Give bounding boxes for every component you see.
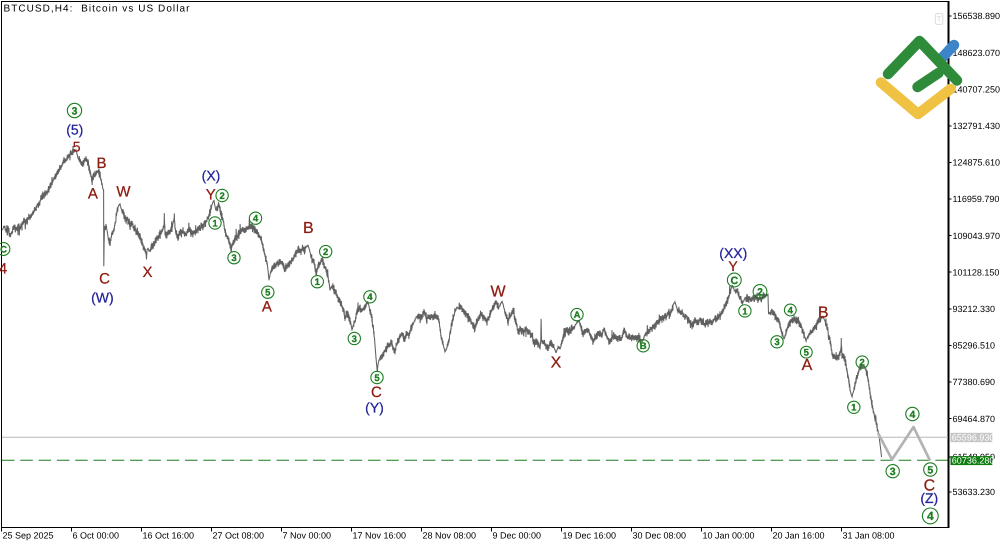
svg-text:6 Oct 00:00: 6 Oct 00:00 <box>73 531 120 541</box>
svg-text:(Z): (Z) <box>920 490 938 506</box>
svg-text:4: 4 <box>253 214 259 225</box>
svg-text:3: 3 <box>231 253 236 264</box>
svg-text:31 Jan 08:00: 31 Jan 08:00 <box>843 531 895 541</box>
svg-text:3: 3 <box>890 466 896 478</box>
svg-text:30 Dec 08:00: 30 Dec 08:00 <box>633 531 687 541</box>
svg-text:77380.690: 77380.690 <box>953 377 996 387</box>
svg-text:B: B <box>96 155 106 172</box>
svg-text:3: 3 <box>774 337 779 348</box>
svg-text:Y: Y <box>728 258 738 274</box>
svg-text:B: B <box>818 304 829 321</box>
svg-text:148623.070: 148623.070 <box>953 48 1000 58</box>
svg-text:27 Oct 08:00: 27 Oct 08:00 <box>213 531 265 541</box>
svg-text:109043.970: 109043.970 <box>953 231 1000 241</box>
svg-text:2: 2 <box>323 247 328 258</box>
svg-text:X: X <box>551 355 562 372</box>
svg-text:T: T <box>937 15 942 24</box>
svg-text:4: 4 <box>0 260 7 277</box>
svg-text:2: 2 <box>860 358 865 369</box>
svg-text:4: 4 <box>909 409 915 421</box>
svg-text:20 Jan 16:00: 20 Jan 16:00 <box>773 531 825 541</box>
svg-text:28 Nov 08:00: 28 Nov 08:00 <box>423 531 477 541</box>
svg-text:5: 5 <box>374 373 380 384</box>
svg-text:53633.230: 53633.230 <box>953 487 996 497</box>
svg-text:1: 1 <box>315 277 321 288</box>
svg-text:4: 4 <box>927 509 934 523</box>
svg-text:3: 3 <box>352 334 357 345</box>
svg-text:16 Oct 16:00: 16 Oct 16:00 <box>143 531 195 541</box>
svg-text:93212.330: 93212.330 <box>953 304 996 314</box>
svg-text:65596.930: 65596.930 <box>952 433 995 443</box>
svg-text:1: 1 <box>742 306 748 317</box>
svg-text:25 Sep 2025: 25 Sep 2025 <box>3 531 54 541</box>
svg-text:10 Jan 00:00: 10 Jan 00:00 <box>703 531 755 541</box>
svg-text:C: C <box>0 244 7 255</box>
svg-text:5: 5 <box>927 464 933 476</box>
svg-text:A: A <box>262 298 272 315</box>
svg-text:C: C <box>371 384 382 401</box>
svg-text:A: A <box>88 185 98 202</box>
svg-text:85296.510: 85296.510 <box>953 341 996 351</box>
svg-text:7 Nov 00:00: 7 Nov 00:00 <box>283 531 332 541</box>
svg-text:Y: Y <box>206 186 216 203</box>
svg-text:5: 5 <box>73 139 81 155</box>
svg-text:A: A <box>802 357 813 374</box>
svg-text:3: 3 <box>72 105 78 117</box>
svg-text:2: 2 <box>219 191 224 202</box>
svg-text:140707.250: 140707.250 <box>953 84 1000 94</box>
svg-text:(Y): (Y) <box>365 399 384 415</box>
svg-text:1: 1 <box>212 218 218 229</box>
svg-text:5: 5 <box>265 288 271 299</box>
svg-text:2: 2 <box>757 286 763 298</box>
svg-text:C: C <box>924 477 936 494</box>
svg-text:4: 4 <box>367 292 373 303</box>
svg-text:19 Dec 16:00: 19 Dec 16:00 <box>563 531 617 541</box>
svg-text:9 Dec 00:00: 9 Dec 00:00 <box>493 531 542 541</box>
svg-text:101128.150: 101128.150 <box>953 267 1000 277</box>
svg-text:17 Nov 16:00: 17 Nov 16:00 <box>353 531 407 541</box>
svg-text:B: B <box>303 220 314 237</box>
svg-text:124875.610: 124875.610 <box>953 158 1000 168</box>
svg-text:C: C <box>99 270 110 287</box>
svg-text:W: W <box>116 183 131 200</box>
svg-text:W: W <box>490 283 506 300</box>
svg-text:B: B <box>640 341 647 352</box>
svg-text:69464.870: 69464.870 <box>953 414 996 424</box>
svg-text:5: 5 <box>804 348 810 359</box>
svg-text:A: A <box>574 310 581 321</box>
svg-text:1: 1 <box>851 403 857 414</box>
svg-text:(5): (5) <box>66 121 83 137</box>
svg-text:X: X <box>142 264 152 281</box>
svg-text:132791.430: 132791.430 <box>953 121 1000 131</box>
svg-text:(XX): (XX) <box>719 245 747 261</box>
svg-text:BTCUSD,H4: Bitcoin vs US Doll: BTCUSD,H4: Bitcoin vs US Dollar <box>4 4 191 15</box>
svg-text:116959.790: 116959.790 <box>953 194 1000 204</box>
svg-text:(W): (W) <box>91 290 114 306</box>
svg-text:C: C <box>731 275 739 287</box>
svg-text:60736.280: 60736.280 <box>952 456 995 466</box>
svg-text:156538.890: 156538.890 <box>953 11 1000 21</box>
svg-text:(X): (X) <box>202 168 221 184</box>
svg-text:4: 4 <box>788 305 794 316</box>
